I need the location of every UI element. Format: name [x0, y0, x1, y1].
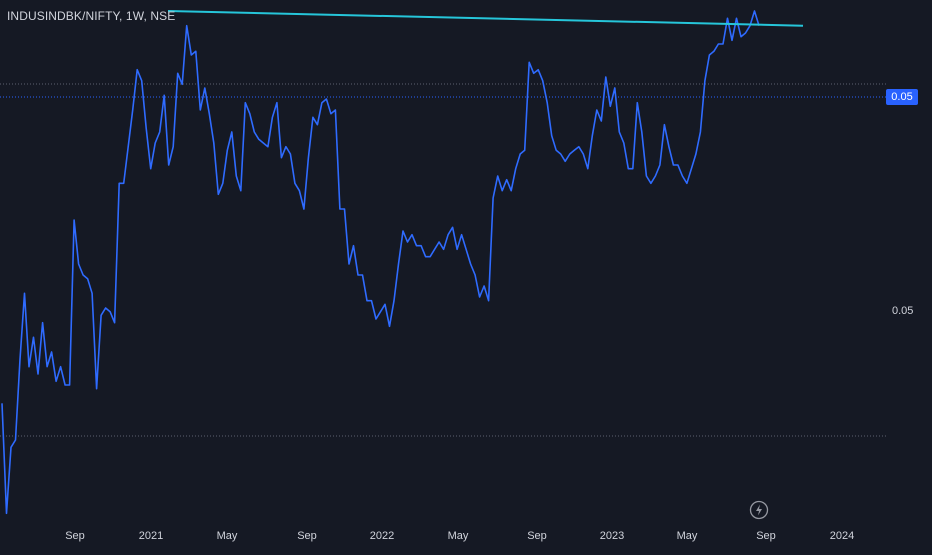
x-tick-label: May	[676, 530, 698, 542]
x-tick-label: 2022	[369, 530, 395, 542]
x-tick-label: Sep	[65, 530, 85, 542]
lightning-circle-icon[interactable]	[749, 500, 769, 520]
x-tick-label: 2024	[829, 530, 855, 542]
x-tick-label: 2023	[599, 530, 625, 542]
x-tick-label: Sep	[297, 530, 317, 542]
symbol-title: INDUSINDBK/NIFTY, 1W, NSE	[7, 9, 176, 23]
x-tick-label: May	[216, 530, 238, 542]
x-tick-label: Sep	[756, 530, 776, 542]
price-series-line	[1, 10, 760, 515]
x-tick-label: Sep	[527, 530, 547, 542]
current-price-badge: 0.05	[886, 89, 918, 105]
trendline-layer	[167, 10, 804, 27]
x-tick-label: 2021	[138, 530, 164, 542]
trendline[interactable]	[167, 10, 804, 27]
x-tick-label: May	[447, 530, 469, 542]
series-layer	[1, 10, 760, 515]
price-axis-label: 0.05	[892, 305, 914, 317]
